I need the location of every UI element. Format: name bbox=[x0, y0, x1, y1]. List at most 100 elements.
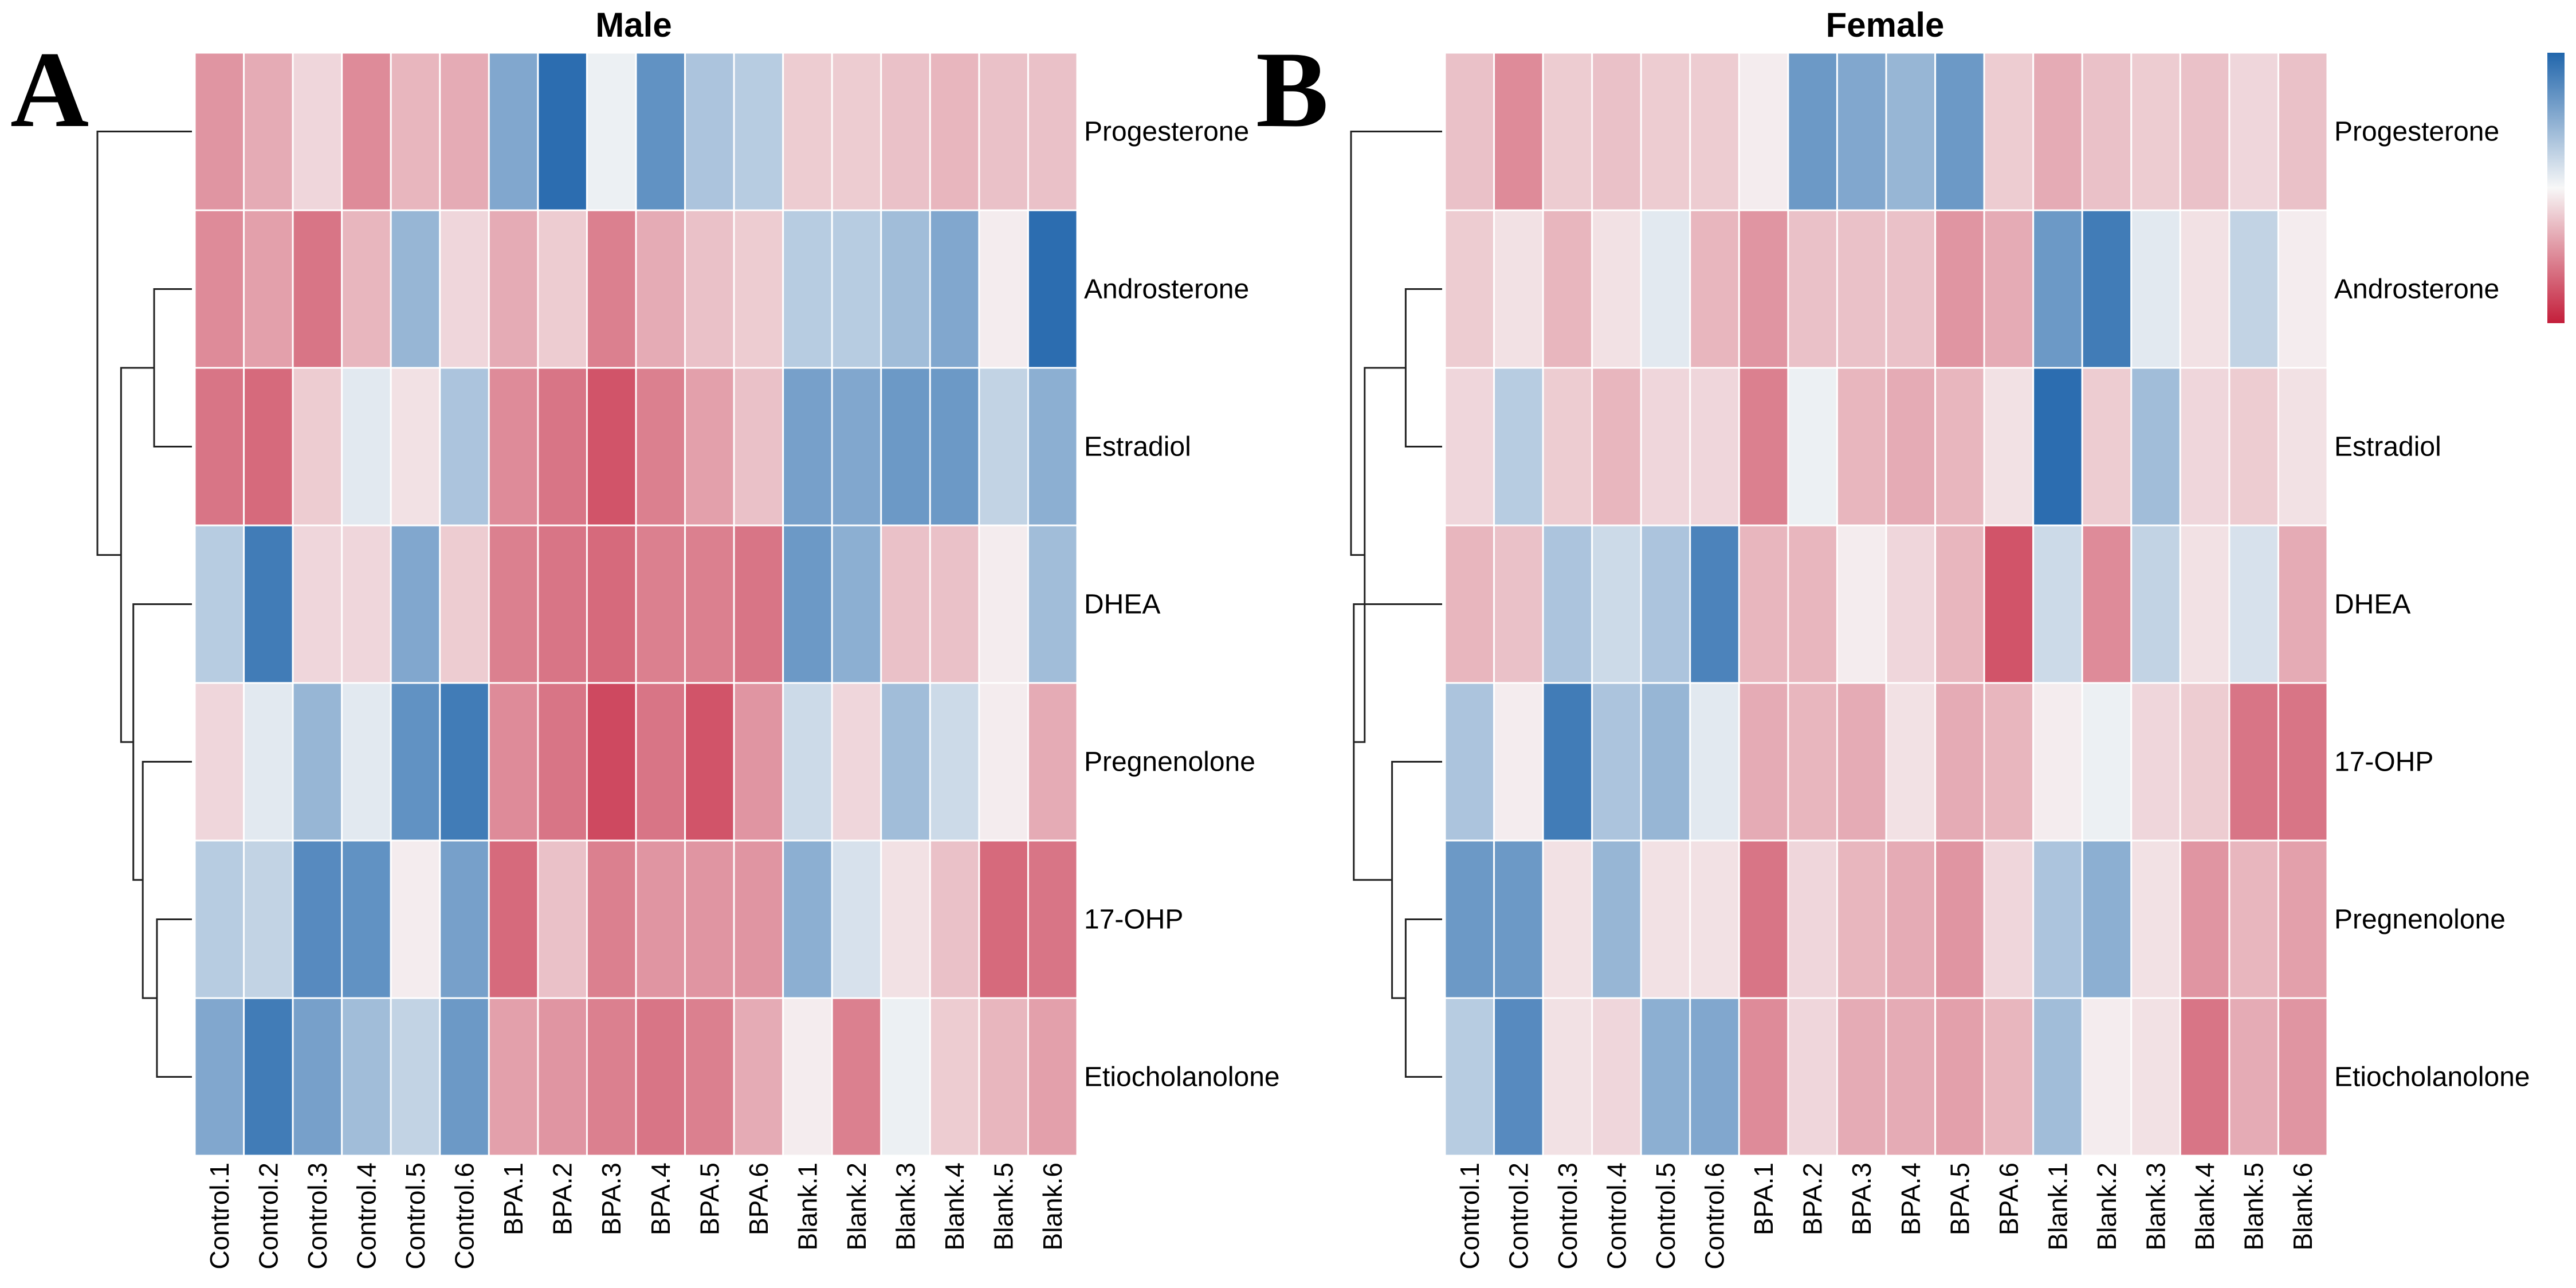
row-label: 17-OHP bbox=[2334, 747, 2433, 777]
heatmap-cell bbox=[1738, 367, 1789, 527]
heatmap-cell bbox=[1493, 209, 1544, 369]
heatmap-cell bbox=[194, 52, 245, 211]
heatmap-cell bbox=[733, 367, 784, 527]
heatmap-cell bbox=[929, 524, 980, 684]
heatmap-cell bbox=[2130, 997, 2181, 1157]
heatmap-cell bbox=[1689, 839, 1740, 999]
heatmap-cell bbox=[586, 367, 637, 527]
heatmap-cell bbox=[439, 839, 490, 999]
heatmap-cell bbox=[1983, 367, 2035, 527]
heatmap-cell bbox=[1983, 682, 2035, 842]
heatmap-cell bbox=[929, 839, 980, 999]
heatmap-cell bbox=[2228, 839, 2279, 999]
heatmap-cell bbox=[1493, 839, 1544, 999]
column-label: Control.4 bbox=[1601, 1163, 1631, 1270]
heatmap-cell bbox=[978, 682, 1030, 842]
heatmap-cell bbox=[2032, 839, 2083, 999]
heatmap-cell bbox=[390, 839, 441, 999]
heatmap-cell bbox=[684, 52, 735, 211]
column-label: Blank.5 bbox=[2239, 1163, 2269, 1250]
heatmap-cell bbox=[2130, 839, 2181, 999]
heatmap-cell bbox=[1787, 997, 1838, 1157]
female-row-labels: Progesterone Androsterone Estradiol DHEA 17-… bbox=[2334, 117, 2530, 1093]
column-label: BPA.1 bbox=[1749, 1163, 1778, 1235]
heatmap-cell bbox=[341, 524, 392, 684]
column-label: Blank.6 bbox=[1038, 1163, 1067, 1250]
male-heatmap-panel: A Male Progesterone Androsterone Estradiol… bbox=[10, 6, 1280, 1270]
heatmap-cell bbox=[1787, 524, 1838, 684]
heatmap-cell bbox=[831, 524, 882, 684]
female-row-dendrogram bbox=[1350, 131, 1442, 1078]
heatmap-cell bbox=[439, 367, 490, 527]
row-label: Progesterone bbox=[2334, 117, 2499, 147]
heatmap-cell bbox=[1591, 997, 1642, 1157]
row-label: DHEA bbox=[1084, 590, 1160, 620]
heatmap-cell bbox=[1885, 52, 1937, 211]
heatmap-cell bbox=[1836, 682, 1887, 842]
heatmap-cell bbox=[1444, 839, 1495, 999]
heatmap-cell bbox=[194, 682, 245, 842]
heatmap-cell bbox=[1493, 524, 1544, 684]
heatmap-cell bbox=[488, 682, 539, 842]
heatmap-cell bbox=[929, 997, 980, 1157]
heatmap-cell bbox=[1027, 839, 1078, 999]
heatmap-cell bbox=[1027, 997, 1078, 1157]
heatmap-cell bbox=[341, 682, 392, 842]
dendrogram-branch bbox=[1350, 131, 1442, 556]
heatmap-cell bbox=[2032, 524, 2083, 684]
heatmap-cell bbox=[1493, 997, 1544, 1157]
heatmap-cell bbox=[2081, 367, 2133, 527]
heatmap-cell bbox=[929, 209, 980, 369]
column-label: Blank.2 bbox=[842, 1163, 871, 1250]
heatmap-cell bbox=[782, 839, 833, 999]
heatmap-cell bbox=[2179, 997, 2231, 1157]
heatmap-cell bbox=[1738, 52, 1789, 211]
heatmap-cell bbox=[292, 209, 343, 369]
heatmap-cell bbox=[1640, 367, 1691, 527]
heatmap-cell bbox=[1934, 367, 1985, 527]
heatmap-cell bbox=[194, 367, 245, 527]
heatmap-cell bbox=[1591, 209, 1642, 369]
heatmap-cell bbox=[1885, 367, 1937, 527]
heatmap-cell bbox=[488, 367, 539, 527]
heatmap-cell bbox=[2081, 524, 2133, 684]
heatmap-cell bbox=[978, 209, 1030, 369]
heatmap-cell bbox=[1738, 524, 1789, 684]
heatmap-cell bbox=[390, 524, 441, 684]
heatmap-cell bbox=[782, 997, 833, 1157]
heatmap-cell bbox=[1640, 682, 1691, 842]
heatmap-cell bbox=[929, 367, 980, 527]
heatmap-cell bbox=[1738, 997, 1789, 1157]
heatmap-cell bbox=[635, 52, 686, 211]
heatmap-cell bbox=[1885, 997, 1937, 1157]
column-label: Control.1 bbox=[205, 1163, 234, 1270]
heatmap-cell bbox=[1493, 682, 1544, 842]
heatmap-cell bbox=[684, 367, 735, 527]
heatmap-cell bbox=[2228, 209, 2279, 369]
row-label: Estradiol bbox=[2334, 432, 2441, 462]
heatmap-cell bbox=[1836, 524, 1887, 684]
dendrogram-branch bbox=[1404, 918, 1442, 1078]
heatmap-cell bbox=[390, 52, 441, 211]
heatmap-cell bbox=[684, 839, 735, 999]
heatmap-cell bbox=[488, 524, 539, 684]
heatmap-cell bbox=[2179, 524, 2231, 684]
heatmap-cell bbox=[439, 52, 490, 211]
heatmap-cell bbox=[1738, 839, 1789, 999]
heatmap-cell bbox=[243, 682, 294, 842]
row-label: Etiocholanolone bbox=[1084, 1062, 1280, 1093]
heatmap-cell bbox=[586, 524, 637, 684]
heatmap-cell bbox=[1885, 209, 1937, 369]
heatmap-cell bbox=[1836, 52, 1887, 211]
heatmap-cell bbox=[1027, 367, 1078, 527]
heatmap-cell bbox=[1836, 997, 1887, 1157]
column-label: BPA.6 bbox=[744, 1163, 773, 1235]
heatmap-cell bbox=[488, 997, 539, 1157]
heatmap-cell bbox=[733, 839, 784, 999]
male-column-labels: Control.1 Control.2 Control.3 Control.4 Cont… bbox=[205, 1163, 1067, 1270]
dendrogram-branch bbox=[156, 918, 192, 1078]
column-label: BPA.1 bbox=[498, 1163, 528, 1235]
heatmap-cell bbox=[1983, 524, 2035, 684]
heatmap-cell bbox=[1836, 839, 1887, 999]
heatmap-cell bbox=[684, 524, 735, 684]
